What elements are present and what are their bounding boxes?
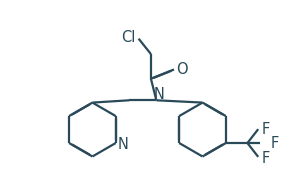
Text: F: F [270,136,278,151]
Text: Cl: Cl [121,30,135,45]
Text: N: N [154,87,165,102]
Text: F: F [262,151,270,166]
Text: F: F [262,122,270,137]
Text: O: O [176,62,188,77]
Text: N: N [117,137,128,152]
